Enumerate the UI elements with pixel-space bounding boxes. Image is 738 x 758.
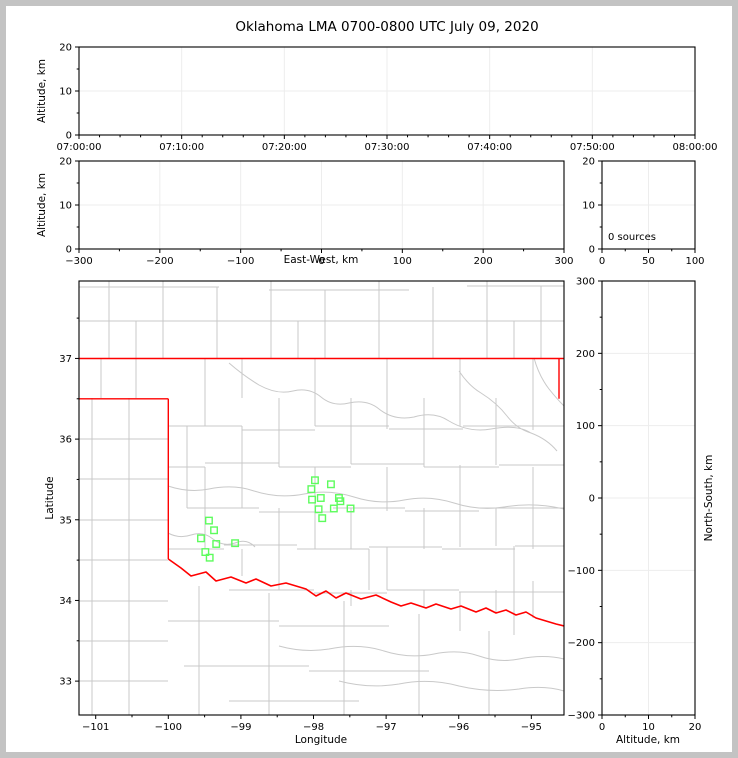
panel-north-south-vs-altitude [601,280,696,716]
x-tick-label: 08:00:00 [673,142,718,153]
x-tick-label: −300 [65,256,92,267]
markers-layer [197,476,355,562]
tick-labels-layer: 07:00:00 07:10:00 07:20:00 07:30:00 07:40:00… [57,43,718,734]
x-tick-label: 100 [393,256,412,267]
x-tick-label: −97 [376,722,397,733]
y-tick-label: 10 [59,201,72,212]
y-tick-label: −300 [568,711,595,722]
map-marker-green-square [197,534,205,543]
map-marker-green-square [318,514,327,523]
river-lines [167,357,564,692]
x-tick-label: 0 [599,722,605,733]
panel-altitude-vs-east-west [78,160,565,250]
map-marker-green-square [311,476,319,485]
x-tick-label: 200 [474,256,493,267]
x-tick-label: −99 [230,722,251,733]
y-tick-label: 200 [576,349,595,360]
x-tick-label: −100 [227,256,254,267]
x-tick-label: 07:20:00 [262,142,307,153]
map-marker-green-square [326,480,335,489]
y-tick-label: 36 [59,435,72,446]
x-tick-label: 0 [318,256,324,267]
panel-plan-view-map [78,280,565,716]
y-tick-label: 37 [59,354,72,365]
x-tick-label: −95 [521,722,542,733]
y-tick-label: 34 [59,596,72,607]
y-tick-label: 10 [59,87,72,98]
panel-altitude-vs-time [78,46,696,136]
x-tick-label: 07:10:00 [159,142,204,153]
x-tick-label: 07:00:00 [57,142,102,153]
time-panel-ylabel: Altitude, km [36,58,48,124]
map-marker-green-square [308,495,317,504]
x-tick-label: −101 [82,722,109,733]
gridlines-layer [79,47,695,715]
x-tick-label: 300 [554,256,573,267]
map-marker-green-square [336,497,345,506]
oklahoma-state-border [79,357,564,559]
panel-source-histogram [601,160,696,250]
x-tick-label: 07:30:00 [365,142,410,153]
y-tick-label: −200 [568,638,595,649]
plot-svg: 07:00:00 07:10:00 07:20:00 07:30:00 07:40:00… [57,43,718,734]
map-xlabel: Longitude [294,734,348,746]
county-borders [79,281,564,715]
y-tick-label: 35 [59,515,72,526]
y-tick-label: 10 [582,201,595,212]
x-tick-label: 100 [685,256,704,267]
map-marker-green-square [307,485,316,494]
map-marker-green-square [314,505,323,514]
x-tick-label: 07:50:00 [570,142,615,153]
y-tick-label: 20 [59,43,72,54]
plot-title: Oklahoma LMA 0700-0800 UTC July 09, 2020 [235,19,539,35]
map-marker-green-square [205,553,214,562]
y-tick-label: 0 [589,494,595,505]
axes-layer [75,46,696,719]
y-tick-label: 100 [576,421,595,432]
x-tick-label: −100 [155,722,182,733]
map-marker-green-square [205,516,213,525]
y-tick-label: 20 [582,157,595,168]
x-tick-label: 50 [642,256,655,267]
map-marker-green-square [316,494,325,502]
y-tick-label: −100 [568,566,595,577]
map-ylabel: Latitude [44,476,56,520]
x-tick-label: −98 [303,722,324,733]
x-tick-label: −200 [146,256,173,267]
source-count-annotation: 0 sources [608,232,656,243]
ns-panel-xlabel: Altitude, km [615,734,681,746]
x-tick-label: 0 [599,256,605,267]
x-tick-label: 07:40:00 [467,142,512,153]
y-tick-label: 0 [66,131,72,142]
map-marker-green-square [212,540,221,548]
map-marker-green-square [346,504,355,513]
red-river-state-border [167,558,564,627]
x-tick-label: −96 [448,722,469,733]
map-marker-green-square [231,539,240,548]
y-tick-label: 0 [589,245,595,256]
map-geography [79,281,564,715]
map-marker-green-square [210,526,218,535]
ew-panel-ylabel: Altitude, km [36,172,48,238]
y-tick-label: 0 [66,245,72,256]
ew-panel-xlabel: East-West, km [283,254,359,266]
map-marker-green-square [201,548,210,556]
x-tick-label: 20 [689,722,702,733]
y-tick-label: 33 [59,677,72,688]
map-marker-green-square [329,504,338,513]
y-tick-label: 300 [576,277,595,288]
y-tick-label: 20 [59,157,72,168]
ns-panel-ylabel: North-South, km [703,454,715,542]
x-tick-label: 10 [642,722,655,733]
